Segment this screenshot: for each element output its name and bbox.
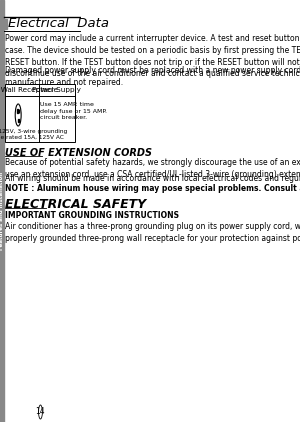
Text: IMPORTANT GROUNDING INSTRUCTIONS: IMPORTANT GROUNDING INSTRUCTIONS: [5, 211, 179, 220]
Text: Electrical  Data: Electrical Data: [8, 16, 109, 30]
Bar: [5, 84, 75, 142]
Text: USE OF EXTENSION CORDS: USE OF EXTENSION CORDS: [5, 148, 152, 158]
Text: Standard 125V, 3-wire grounding
receptacle rated 15A, 125V AC: Standard 125V, 3-wire grounding receptac…: [0, 129, 67, 140]
Text: NOTE : Aluminum house wiring may pose special problems. Consult a qualified elec: NOTE : Aluminum house wiring may pose sp…: [5, 184, 300, 193]
Text: Damaged power supply cord must be replaced with a new power supply cord obtained: Damaged power supply cord must be replac…: [5, 66, 300, 87]
Bar: [18, 119, 19, 122]
Text: Power Supply: Power Supply: [32, 87, 81, 93]
Text: Features and Installation: Features and Installation: [0, 172, 4, 250]
Text: Air conditioner has a three-prong grounding plug on its power supply cord, which: Air conditioner has a three-prong ground…: [5, 222, 300, 243]
Bar: [17, 109, 18, 113]
Text: All wiring should be made in accordance with local electrical codes and regulati: All wiring should be made in accordance …: [5, 174, 300, 183]
Text: 14: 14: [36, 408, 45, 417]
Text: ELECTRICAL SAFETY: ELECTRICAL SAFETY: [5, 198, 146, 211]
Bar: [4, 19, 7, 29]
Text: Use Wall Receptacle: Use Wall Receptacle: [0, 87, 58, 93]
Text: Power cord may include a current interrupter device. A test and reset button is : Power cord may include a current interru…: [5, 34, 300, 78]
Text: Use 15 AMP. time
delay fuse or 15 AMP.
circuit breaker.: Use 15 AMP. time delay fuse or 15 AMP. c…: [40, 102, 107, 120]
Bar: [0, 0, 4, 422]
Text: Because of potential safety hazards, we strongly discourage the use of an extens: Because of potential safety hazards, we …: [5, 158, 300, 179]
